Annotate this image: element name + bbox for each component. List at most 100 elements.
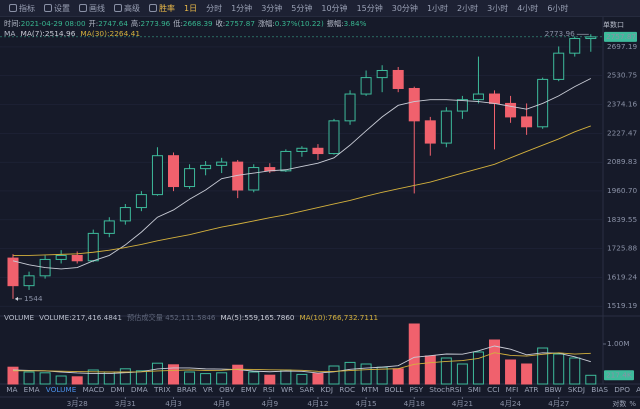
volume-bar: [489, 339, 500, 385]
interval-button[interactable]: 6小时: [547, 3, 569, 13]
low-arrow: [15, 296, 18, 301]
indicator-button[interactable]: OBV: [219, 385, 235, 394]
interval-button[interactable]: 5分钟: [291, 3, 313, 13]
indicator-button[interactable]: ROC: [339, 385, 356, 394]
x-tick-label: 4月21: [452, 399, 473, 408]
legend-entry: MA(7):2514.96: [20, 29, 76, 38]
x-tick-label: 4月27: [548, 399, 570, 408]
indicator-button[interactable]: SKDJ: [567, 385, 586, 394]
interval-button[interactable]: 2小时: [457, 3, 479, 13]
axis-option[interactable]: %: [629, 400, 636, 408]
volume-ma-line: [13, 352, 591, 373]
y-tick-label: 1725.88: [607, 244, 638, 253]
x-tick-label: 4月15: [355, 399, 376, 408]
volume-legend: VOLUME VOLUME:217,416.4841 预估成交量 452,111.5…: [4, 313, 383, 323]
volume-bar: [151, 362, 163, 385]
indicator-button[interactable]: CCI: [487, 385, 500, 394]
legend-entry: MA(10):766,732.7111: [299, 313, 379, 322]
indicator-button[interactable]: ATR: [524, 385, 539, 394]
tool-icon: [79, 4, 87, 12]
indicator-button[interactable]: DMI: [110, 385, 125, 394]
candle-body: [392, 69, 404, 89]
volume-bar: [280, 369, 292, 385]
volume-bar: [328, 365, 340, 385]
axis-options: 对数%: [609, 399, 636, 409]
candle-body: [489, 93, 500, 104]
candle-body: [87, 232, 99, 262]
legend-entry: VOLUME:217,416.4841: [39, 313, 122, 322]
indicator-button[interactable]: BOLL: [384, 385, 404, 394]
indicator-button[interactable]: MTM: [361, 385, 379, 394]
interval-button[interactable]: 1小时: [426, 3, 449, 13]
indicator-button[interactable]: StochRSI: [429, 385, 462, 394]
volume-bar: [168, 364, 179, 385]
volume-bar: [7, 366, 19, 385]
tool-button[interactable]: 高级: [114, 3, 140, 14]
indicator-button[interactable]: BIAS: [591, 385, 608, 394]
interval-button[interactable]: 3分钟: [261, 3, 283, 13]
volume-bar: [71, 376, 83, 385]
interval-button[interactable]: 3小时: [487, 3, 509, 13]
candle-body: [103, 220, 115, 234]
axis-option[interactable]: 对数: [612, 400, 627, 408]
info-label: 时间:: [4, 19, 21, 28]
axis-mode[interactable]: 单数口: [603, 21, 624, 29]
volume-bar: [296, 373, 308, 385]
info-label: 收:: [215, 19, 226, 28]
volume-bar: [87, 369, 99, 385]
tool-button[interactable]: 胜率: [149, 3, 175, 14]
indicator-button[interactable]: DPO: [614, 385, 630, 394]
indicator-button[interactable]: RSI: [262, 385, 275, 394]
indicator-button[interactable]: SMI: [467, 385, 481, 394]
volume-bar: [537, 347, 549, 385]
last-volume-label: 217.4K: [606, 370, 632, 379]
candle-body: [312, 147, 324, 155]
indicator-button[interactable]: VOLUME: [45, 385, 77, 394]
interval-button[interactable]: 1分钟: [231, 3, 253, 13]
candle-body: [440, 110, 452, 144]
info-value: 2668.39: [182, 19, 213, 28]
x-tick-label: 4月3: [165, 399, 182, 408]
volume-bar: [456, 363, 468, 385]
indicator-button[interactable]: BBW: [544, 385, 562, 394]
interval-button[interactable]: 10分钟: [321, 3, 348, 13]
info-value: 3.84%: [343, 19, 367, 28]
interval-button[interactable]: 15分钟: [356, 3, 383, 13]
y-tick-label: 2697.19: [607, 42, 638, 51]
indicator-button[interactable]: MA: [6, 385, 18, 394]
interval-button[interactable]: 分时: [206, 3, 223, 13]
indicator-button[interactable]: DMA: [130, 385, 148, 394]
volume-bar: [248, 371, 260, 385]
indicator-button[interactable]: TRIX: [153, 385, 171, 394]
volume-bar: [392, 368, 404, 385]
tool-icon: [149, 4, 157, 12]
y-tick-label: 2227.47: [607, 128, 638, 137]
x-tick-label: 4月9: [262, 399, 279, 408]
interval-button[interactable]: 30分钟: [391, 3, 418, 13]
legend-title: MA: [4, 29, 16, 38]
x-tick-label: 4月24: [500, 399, 522, 408]
indicator-button[interactable]: VR: [202, 385, 213, 394]
candle-body: [200, 164, 212, 170]
tool-button[interactable]: 画线: [79, 3, 105, 14]
interval-selected[interactable]: 1日: [184, 3, 198, 13]
volume-bar: [376, 366, 388, 385]
indicator-button[interactable]: AO: [636, 385, 640, 394]
candle-body: [424, 120, 436, 144]
indicator-button[interactable]: KDJ: [320, 385, 334, 394]
tool-button[interactable]: 指标: [9, 3, 35, 14]
tool-button[interactable]: 设置: [44, 3, 70, 14]
indicator-button[interactable]: MFI: [505, 385, 519, 394]
indicator-button[interactable]: BRAR: [176, 385, 197, 394]
ma-legend: MA MA(7):2514.96 MA(30):2264.41: [4, 29, 145, 38]
indicator-button[interactable]: SAR: [299, 385, 315, 394]
legend-entry: VOLUME: [4, 313, 35, 322]
indicator-button[interactable]: EMA: [23, 385, 40, 394]
indicator-button[interactable]: EMV: [240, 385, 257, 394]
indicator-button[interactable]: PSY: [409, 385, 424, 394]
indicator-button[interactable]: MACD: [82, 385, 105, 394]
interval-button[interactable]: 4小时: [517, 3, 539, 13]
indicator-button[interactable]: WR: [280, 385, 294, 394]
tool-icon: [114, 4, 122, 12]
